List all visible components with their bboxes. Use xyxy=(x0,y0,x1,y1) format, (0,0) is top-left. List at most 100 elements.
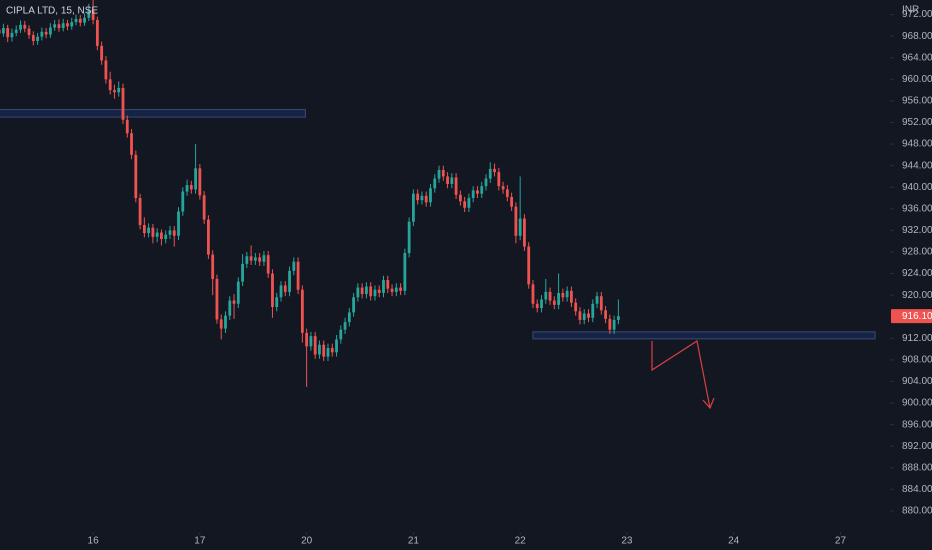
y-tick-label: 880.00 xyxy=(902,506,932,517)
candle-body xyxy=(386,280,390,289)
candle-body xyxy=(552,300,556,305)
chart-title: CIPLA LTD, 15, NSE xyxy=(6,6,98,17)
candle-body xyxy=(446,176,449,184)
candle-body xyxy=(548,291,552,301)
candle-body xyxy=(574,302,578,312)
candle-body xyxy=(394,287,398,292)
y-tick-label: 964.00 xyxy=(902,52,932,63)
y-tick-label: 892.00 xyxy=(902,441,932,452)
y-tick-label: 932.00 xyxy=(902,225,932,236)
candle-body xyxy=(604,310,607,319)
candle-body xyxy=(61,23,65,29)
candle-body xyxy=(142,224,146,234)
candle-body xyxy=(53,24,57,28)
candle-body xyxy=(565,290,569,298)
candle-body xyxy=(403,253,407,291)
candle-body xyxy=(523,218,526,247)
candle-body xyxy=(104,60,108,80)
candle-body xyxy=(279,285,283,298)
candle-body xyxy=(300,289,304,333)
candle-body xyxy=(570,290,573,303)
candle-body xyxy=(476,190,479,194)
candle-body xyxy=(313,336,317,355)
candle-body xyxy=(518,218,522,236)
candle-body xyxy=(125,119,129,134)
candle-body xyxy=(484,178,488,187)
candle-body xyxy=(501,186,505,190)
candle-body xyxy=(544,291,548,300)
candle-body xyxy=(582,313,586,320)
candle-body xyxy=(497,172,501,187)
candle-body xyxy=(595,296,599,304)
candle-body xyxy=(467,198,471,208)
candle-body xyxy=(373,289,377,297)
candle-body xyxy=(40,31,44,37)
candle-body xyxy=(599,296,603,311)
candle-body xyxy=(236,281,240,304)
candle-body xyxy=(155,232,159,237)
candle-body xyxy=(335,339,338,353)
y-tick-label: 908.00 xyxy=(902,355,932,366)
y-tick-label: 968.00 xyxy=(902,31,932,42)
candle-body xyxy=(377,289,381,293)
candle-body xyxy=(493,168,496,173)
candle-body xyxy=(612,319,616,330)
candle-body xyxy=(245,256,249,264)
candle-body xyxy=(27,28,31,36)
candle-body xyxy=(70,22,74,27)
candle-body xyxy=(66,23,69,27)
candle-body xyxy=(172,230,176,236)
candle-body xyxy=(369,286,373,297)
candle-body xyxy=(591,303,595,318)
candle-body xyxy=(305,332,309,347)
candle-body xyxy=(253,257,257,261)
y-tick-label: 896.00 xyxy=(902,419,932,430)
candle-body xyxy=(407,221,411,254)
candle-body xyxy=(288,270,291,292)
candle-body xyxy=(382,280,385,293)
candle-body xyxy=(454,177,458,195)
x-tick-label: 21 xyxy=(408,536,420,547)
candle-body xyxy=(433,178,437,189)
candle-body xyxy=(121,87,125,120)
candle-body xyxy=(531,284,535,304)
candle-body xyxy=(616,316,620,320)
y-tick-label: 920.00 xyxy=(902,290,932,301)
candle-body xyxy=(151,227,155,237)
candle-body xyxy=(100,45,104,61)
candle-body xyxy=(74,18,78,23)
candle-body xyxy=(505,189,509,197)
candle-body xyxy=(160,232,163,240)
candle-body xyxy=(228,300,232,316)
candle-body xyxy=(322,344,326,357)
candle-body xyxy=(318,344,321,355)
candle-body xyxy=(339,329,343,340)
y-tick-label: 912.00 xyxy=(902,333,932,344)
y-tick-label: 904.00 xyxy=(902,376,932,387)
last-price-label: 916.10 xyxy=(902,311,932,322)
candle-body xyxy=(587,313,590,318)
candle-body xyxy=(360,287,364,295)
candle-body xyxy=(450,177,454,184)
candle-body xyxy=(31,35,35,42)
candle-body xyxy=(95,19,99,46)
candle-body xyxy=(352,297,356,313)
candle-body xyxy=(557,292,560,305)
candle-body xyxy=(441,169,445,177)
y-tick-label: 948.00 xyxy=(902,139,932,150)
candle-body xyxy=(420,195,424,201)
candle-body xyxy=(266,255,270,274)
arrow-path xyxy=(651,340,711,409)
y-tick-label: 888.00 xyxy=(902,462,932,473)
x-tick-label: 23 xyxy=(621,536,633,547)
candle-body xyxy=(271,273,274,308)
y-tick-label: 956.00 xyxy=(902,96,932,107)
candle-body xyxy=(424,195,428,203)
y-tick-label: 940.00 xyxy=(902,182,932,193)
candle-body xyxy=(0,29,1,34)
candle-body xyxy=(540,299,543,309)
candle-body xyxy=(194,168,197,190)
candle-body xyxy=(510,196,514,207)
